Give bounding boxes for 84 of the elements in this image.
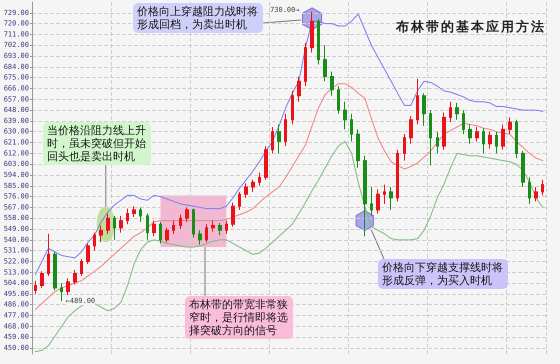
- candlestick: [304, 42, 307, 87]
- candlestick: [343, 101, 347, 130]
- candlestick: [93, 232, 96, 252]
- line-series: [34, 83, 544, 310]
- annotation: 价格向下穿越支撑线时将形成反弹，为买入时机: [378, 259, 508, 289]
- candlestick: [238, 191, 241, 210]
- candlestick: [73, 269, 77, 285]
- candlestick: [363, 155, 367, 237]
- candlestick: [53, 251, 57, 291]
- candlestick: [60, 282, 63, 302]
- candlestick: [159, 221, 162, 244]
- text: 布林带的基本应用方法: [396, 18, 546, 36]
- candlestick: [86, 242, 90, 264]
- candlestick: [383, 184, 386, 204]
- candlestick: [389, 186, 393, 210]
- candlestick: [139, 206, 142, 222]
- candlestick: [534, 186, 538, 202]
- candlestick: [541, 179, 544, 196]
- candlestick: [337, 86, 340, 114]
- annotation: 价格向上穿越阻力战时将形成回档，为卖出时机: [133, 3, 263, 33]
- candlestick: [291, 90, 294, 126]
- candlestick: [211, 220, 215, 232]
- candlestick: [66, 278, 70, 296]
- candlestick: [317, 18, 320, 65]
- candlestick: [396, 149, 399, 202]
- candlestick: [376, 188, 380, 214]
- candlestick: [264, 146, 268, 180]
- candlestick: [330, 71, 334, 96]
- candlestick: [310, 11, 314, 53]
- candlestick: [271, 126, 274, 154]
- candlestick: [172, 220, 175, 234]
- candlestick: [356, 128, 360, 168]
- candlestick: [455, 102, 459, 120]
- candlestick: [152, 220, 156, 237]
- candlestick: [34, 280, 37, 294]
- candlestick: [251, 179, 255, 192]
- candlestick: [179, 214, 182, 230]
- candlestick: [422, 92, 426, 126]
- candlestick: [244, 182, 248, 198]
- candlestick: [205, 224, 208, 243]
- candlestick: [225, 220, 228, 234]
- candlestick: [436, 131, 439, 154]
- candlestick: [488, 131, 492, 150]
- candlestick: [198, 230, 202, 246]
- candlestick: [284, 113, 287, 147]
- candlestick: [442, 112, 446, 150]
- candlestick: [99, 224, 103, 243]
- candlestick: [218, 222, 222, 236]
- annotation: 布林带的带宽非常狭窄时，是行情即将选择突破方向的信号: [185, 296, 293, 339]
- candlestick: [416, 78, 419, 126]
- candlestick: [462, 110, 465, 135]
- candlestick: [528, 176, 531, 204]
- candlestick: [165, 227, 169, 243]
- candlestick: [409, 116, 413, 144]
- candlestick: [231, 202, 235, 228]
- candlestick: [403, 134, 406, 162]
- candlestick: [113, 215, 116, 240]
- candlestick: [475, 126, 479, 142]
- candlestick: [521, 150, 525, 188]
- candlestick: [323, 44, 327, 82]
- candlestick: [119, 215, 123, 234]
- candlestick: [185, 206, 189, 222]
- candlestick: [47, 233, 50, 276]
- candlestick: [40, 270, 44, 288]
- candlestick: [370, 186, 373, 216]
- candlestick: [429, 110, 432, 166]
- annotation: 当价格沿阻力线上升时，虽未突破但开始回头也是卖出时机: [43, 122, 151, 165]
- candlestick: [80, 258, 83, 276]
- candlestick: [468, 124, 472, 144]
- candlestick: [449, 101, 452, 123]
- candlestick: [132, 206, 136, 218]
- candlestick: [277, 124, 281, 154]
- candlestick: [350, 113, 353, 142]
- candlestick: [258, 172, 261, 186]
- candlestick: [508, 116, 512, 135]
- candlestick: [297, 76, 301, 102]
- candlestick: [501, 124, 505, 150]
- candlestick: [126, 208, 129, 225]
- candlestick: [106, 212, 110, 234]
- candlestick: [515, 119, 518, 159]
- candlestick: [495, 131, 498, 154]
- candlestick: [192, 208, 195, 238]
- candlestick: [482, 128, 485, 154]
- candlestick: [146, 212, 149, 240]
